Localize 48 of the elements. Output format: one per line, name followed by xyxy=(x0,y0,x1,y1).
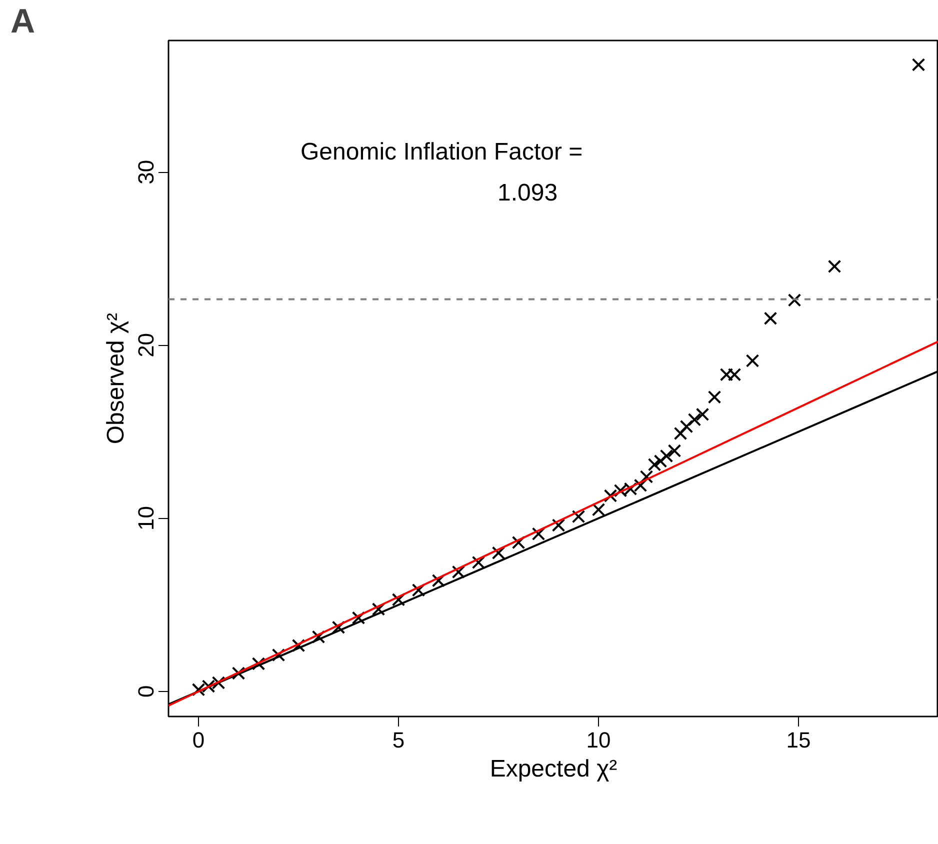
y-tick-label: 10 xyxy=(134,506,158,531)
point xyxy=(252,657,266,670)
point xyxy=(372,602,386,616)
point xyxy=(604,489,618,502)
point xyxy=(912,58,926,72)
point xyxy=(708,390,722,404)
point xyxy=(592,502,606,516)
point xyxy=(392,592,406,606)
x-axis-title: Expected χ² xyxy=(490,756,618,782)
point xyxy=(272,648,286,662)
point xyxy=(654,454,668,468)
point xyxy=(472,556,486,570)
point xyxy=(688,412,702,426)
point xyxy=(432,574,446,588)
x-tick-label: 15 xyxy=(786,728,811,752)
point xyxy=(552,518,566,532)
point xyxy=(674,426,688,440)
point xyxy=(648,458,662,472)
point xyxy=(572,510,586,524)
point xyxy=(452,565,466,579)
point xyxy=(532,527,546,541)
point xyxy=(746,354,760,368)
y-tick-label: 0 xyxy=(134,685,158,698)
point xyxy=(492,546,506,560)
point xyxy=(312,630,326,644)
point xyxy=(640,470,654,484)
point xyxy=(660,449,674,463)
point xyxy=(352,611,366,624)
annotation: Genomic Inflation Factor = xyxy=(300,138,583,166)
y-axis-title: Observed χ² xyxy=(102,312,130,444)
point xyxy=(512,536,526,550)
point xyxy=(788,294,802,307)
point xyxy=(680,420,694,434)
annotation: 1.093 xyxy=(498,180,558,206)
point xyxy=(828,260,842,274)
x-tick-label: 0 xyxy=(192,728,205,752)
point xyxy=(696,408,710,422)
y-tick-label: 20 xyxy=(134,332,158,358)
y-tick-label: 30 xyxy=(134,160,158,184)
point xyxy=(668,444,682,458)
point xyxy=(232,666,246,680)
text: A xyxy=(10,2,36,40)
point xyxy=(332,620,346,634)
point xyxy=(292,638,306,652)
x-tick-label: 10 xyxy=(586,728,611,752)
x-tick-label: 5 xyxy=(392,728,405,752)
point xyxy=(412,583,426,597)
point xyxy=(764,312,778,325)
